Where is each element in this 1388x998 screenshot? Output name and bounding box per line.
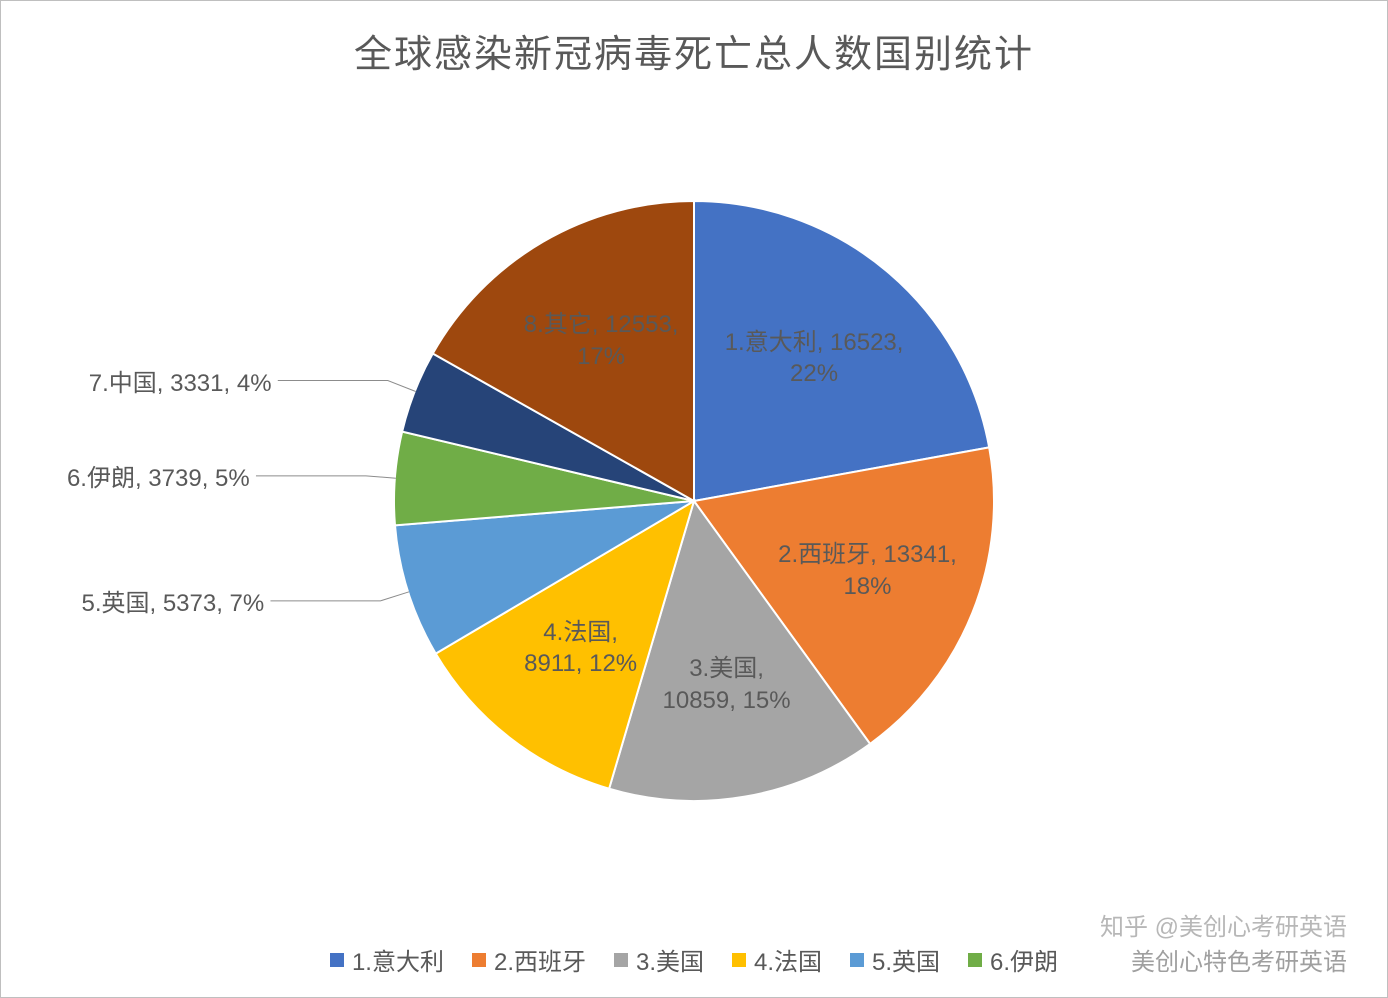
legend-label: 4.法国	[754, 942, 822, 977]
legend-swatch	[330, 953, 344, 967]
slice-label: 8.其它, 12553,17%	[524, 309, 679, 371]
slice-label: 3.美国,10859, 15%	[663, 653, 791, 715]
slice-label-external: 7.中国, 3331, 4%	[89, 363, 272, 398]
legend-label: 5.英国	[872, 942, 940, 977]
legend-item: 5.英国	[850, 942, 940, 977]
legend-label: 6.伊朗	[990, 942, 1058, 977]
legend-label: 1.意大利	[352, 942, 444, 977]
legend-item: 1.意大利	[330, 942, 444, 977]
legend-swatch	[968, 953, 982, 967]
chart-title: 全球感染新冠病毒死亡总人数国别统计	[1, 1, 1387, 78]
slice-label: 1.意大利, 16523,22%	[725, 327, 904, 389]
pie-area: 1.意大利, 16523,22% 2.西班牙, 13341,18% 3.美国,108…	[1, 131, 1387, 871]
legend-label: 2.西班牙	[494, 942, 586, 977]
watermark-top: 知乎 @美创心考研英语	[1100, 907, 1347, 942]
watermark-bottom: 美创心特色考研英语	[1131, 942, 1347, 977]
legend-swatch	[732, 953, 746, 967]
chart-container: 全球感染新冠病毒死亡总人数国别统计 1.意大利, 16523,22% 2.西班牙,…	[0, 0, 1388, 998]
legend-item: 3.美国	[614, 942, 704, 977]
watermark-bottom-text: 美创心特色考研英语	[1131, 942, 1347, 977]
legend-label: 3.美国	[636, 942, 704, 977]
pie-svg	[374, 181, 1014, 821]
slice-label-external: 6.伊朗, 3739, 5%	[67, 458, 250, 493]
slice-label: 4.法国,8911, 12%	[524, 617, 637, 679]
slice-label-external: 5.英国, 5373, 7%	[81, 583, 264, 618]
legend-item: 2.西班牙	[472, 942, 586, 977]
legend-item: 6.伊朗	[968, 942, 1058, 977]
legend-swatch	[472, 953, 486, 967]
slice-label: 2.西班牙, 13341,18%	[778, 539, 957, 601]
legend-swatch	[850, 953, 864, 967]
legend-item: 4.法国	[732, 942, 822, 977]
legend-swatch	[614, 953, 628, 967]
